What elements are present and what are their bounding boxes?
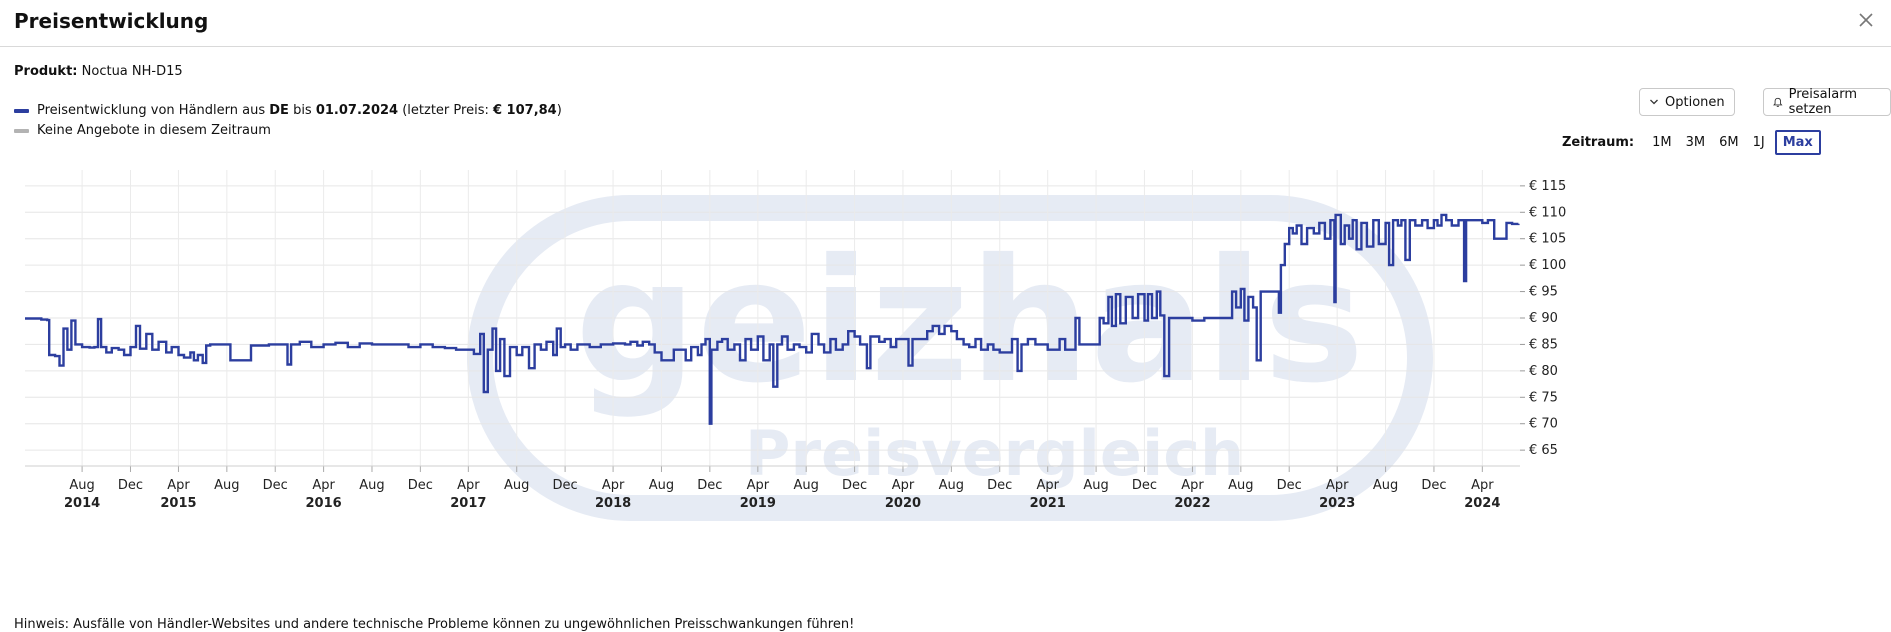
x-tick-month: Aug bbox=[504, 478, 529, 493]
x-tick-month: Dec bbox=[1421, 478, 1446, 493]
legend-gap-swatch bbox=[14, 128, 29, 133]
dialog-header: Preisentwicklung bbox=[0, 0, 1891, 47]
timerange-max[interactable]: Max bbox=[1774, 130, 1821, 155]
timerange-selector: Zeitraum: 1M 3M 6M 1J Max bbox=[1562, 130, 1821, 155]
x-tick-month: Dec bbox=[987, 478, 1012, 493]
legend-country: DE bbox=[269, 103, 289, 118]
close-icon[interactable] bbox=[1855, 9, 1877, 31]
x-tick-year: 2016 bbox=[306, 496, 342, 511]
x-tick-month: Apr bbox=[747, 478, 770, 493]
x-tick-month: Aug bbox=[69, 478, 94, 493]
bell-icon bbox=[1773, 97, 1783, 107]
x-tick-month: Dec bbox=[263, 478, 288, 493]
options-label: Optionen bbox=[1665, 94, 1725, 110]
x-tick-month: Dec bbox=[118, 478, 143, 493]
x-tick-year: 2024 bbox=[1464, 496, 1500, 511]
x-tick-year: 2022 bbox=[1174, 496, 1210, 511]
watermark-frame bbox=[467, 195, 1433, 521]
legend-line-swatch bbox=[14, 108, 29, 113]
x-tick-month: Dec bbox=[553, 478, 578, 493]
x-tick-year: 2023 bbox=[1319, 496, 1355, 511]
watermark-word-geizhals: geizhals bbox=[575, 223, 1364, 421]
y-tick-label: € 95 bbox=[1529, 285, 1558, 300]
timerange-1j[interactable]: 1J bbox=[1752, 135, 1765, 150]
x-axis-ticks: Aug 2014 Dec Apr 2015 Aug Dec Apr 2016 Aug Dec Apr 2… bbox=[25, 465, 1520, 511]
timerange-label: Zeitraum: bbox=[1562, 135, 1635, 150]
watermark-word-preisvergleich: Preisvergleich bbox=[745, 417, 1244, 490]
x-tick-month: Apr bbox=[1326, 478, 1349, 493]
product-info: Produkt: Noctua NH-D15 bbox=[14, 64, 183, 79]
x-tick-month: Apr bbox=[602, 478, 625, 493]
product-label: Produkt: bbox=[14, 64, 78, 79]
x-tick-month: Apr bbox=[167, 478, 190, 493]
timerange-6m[interactable]: 6M bbox=[1719, 135, 1739, 150]
x-tick-year: 2021 bbox=[1030, 496, 1066, 511]
x-tick-month: Aug bbox=[939, 478, 964, 493]
y-tick-label: € 80 bbox=[1529, 364, 1558, 379]
legend-price-line: Preisentwicklung von Händlern aus DE bis… bbox=[14, 103, 562, 118]
y-axis-ticks: € 65 € 70 € 75 € 80 € 85 € 90 € 95 € 100 € 105 € … bbox=[1520, 179, 1566, 458]
x-tick-month: Aug bbox=[794, 478, 819, 493]
chevron-down-icon bbox=[1650, 99, 1658, 105]
timerange-1m[interactable]: 1M bbox=[1652, 135, 1672, 150]
x-tick-year: 2019 bbox=[740, 496, 776, 511]
timerange-3m[interactable]: 3M bbox=[1685, 135, 1706, 150]
y-tick-label: € 90 bbox=[1529, 311, 1558, 326]
x-tick-month: Apr bbox=[312, 478, 335, 493]
x-tick-year: 2014 bbox=[64, 496, 100, 511]
legend-last-prefix: (letzter Preis: bbox=[402, 103, 489, 118]
legend-last-price: € 107,84 bbox=[492, 103, 557, 118]
legend-text-prefix: Preisentwicklung von Händlern aus bbox=[37, 103, 266, 118]
x-tick-year: 2017 bbox=[450, 496, 486, 511]
price-line bbox=[25, 213, 1520, 425]
x-tick-month: Aug bbox=[1228, 478, 1253, 493]
legend-text-mid: bis bbox=[293, 103, 312, 118]
x-tick-month: Dec bbox=[1132, 478, 1157, 493]
x-tick-month: Apr bbox=[1036, 478, 1059, 493]
x-tick-month: Dec bbox=[1277, 478, 1302, 493]
legend-suffix: ) bbox=[556, 103, 562, 118]
x-tick-month: Aug bbox=[1373, 478, 1398, 493]
y-tick-label: € 105 bbox=[1529, 232, 1566, 247]
x-tick-year: 2020 bbox=[885, 496, 921, 511]
dialog-title: Preisentwicklung bbox=[14, 9, 209, 33]
x-tick-year: 2015 bbox=[160, 496, 196, 511]
legend-no-offers-text: Keine Angebote in diesem Zeitraum bbox=[37, 123, 271, 138]
x-tick-year: 2018 bbox=[595, 496, 631, 511]
x-tick-month: Aug bbox=[649, 478, 674, 493]
y-tick-label: € 115 bbox=[1529, 179, 1566, 194]
x-tick-month: Aug bbox=[214, 478, 239, 493]
x-tick-month: Dec bbox=[408, 478, 433, 493]
y-tick-label: € 100 bbox=[1529, 258, 1566, 273]
notice-text: Hinweis: Ausfälle von Händler-Websites u… bbox=[14, 617, 855, 632]
y-tick-label: € 110 bbox=[1529, 205, 1566, 220]
product-name: Noctua NH-D15 bbox=[81, 64, 183, 79]
x-tick-month: Dec bbox=[697, 478, 722, 493]
x-tick-month: Apr bbox=[1471, 478, 1494, 493]
legend-no-offers: Keine Angebote in diesem Zeitraum bbox=[14, 123, 271, 138]
x-tick-month: Aug bbox=[359, 478, 384, 493]
x-tick-month: Apr bbox=[1181, 478, 1204, 493]
legend-date: 01.07.2024 bbox=[315, 103, 399, 118]
y-tick-label: € 75 bbox=[1529, 390, 1558, 405]
price-series bbox=[25, 213, 1520, 425]
chart-grid bbox=[25, 170, 1520, 466]
y-tick-label: € 85 bbox=[1529, 337, 1558, 352]
x-tick-month: Apr bbox=[892, 478, 915, 493]
price-alarm-button[interactable]: Preisalarm setzen bbox=[1763, 87, 1891, 117]
x-tick-month: Dec bbox=[842, 478, 867, 493]
x-tick-month: Apr bbox=[457, 478, 480, 493]
y-tick-label: € 70 bbox=[1529, 417, 1558, 432]
options-button[interactable]: Optionen bbox=[1639, 88, 1735, 116]
x-tick-month: Aug bbox=[1083, 478, 1108, 493]
price-alarm-label: Preisalarm setzen bbox=[1788, 87, 1857, 117]
y-tick-label: € 65 bbox=[1529, 443, 1558, 458]
